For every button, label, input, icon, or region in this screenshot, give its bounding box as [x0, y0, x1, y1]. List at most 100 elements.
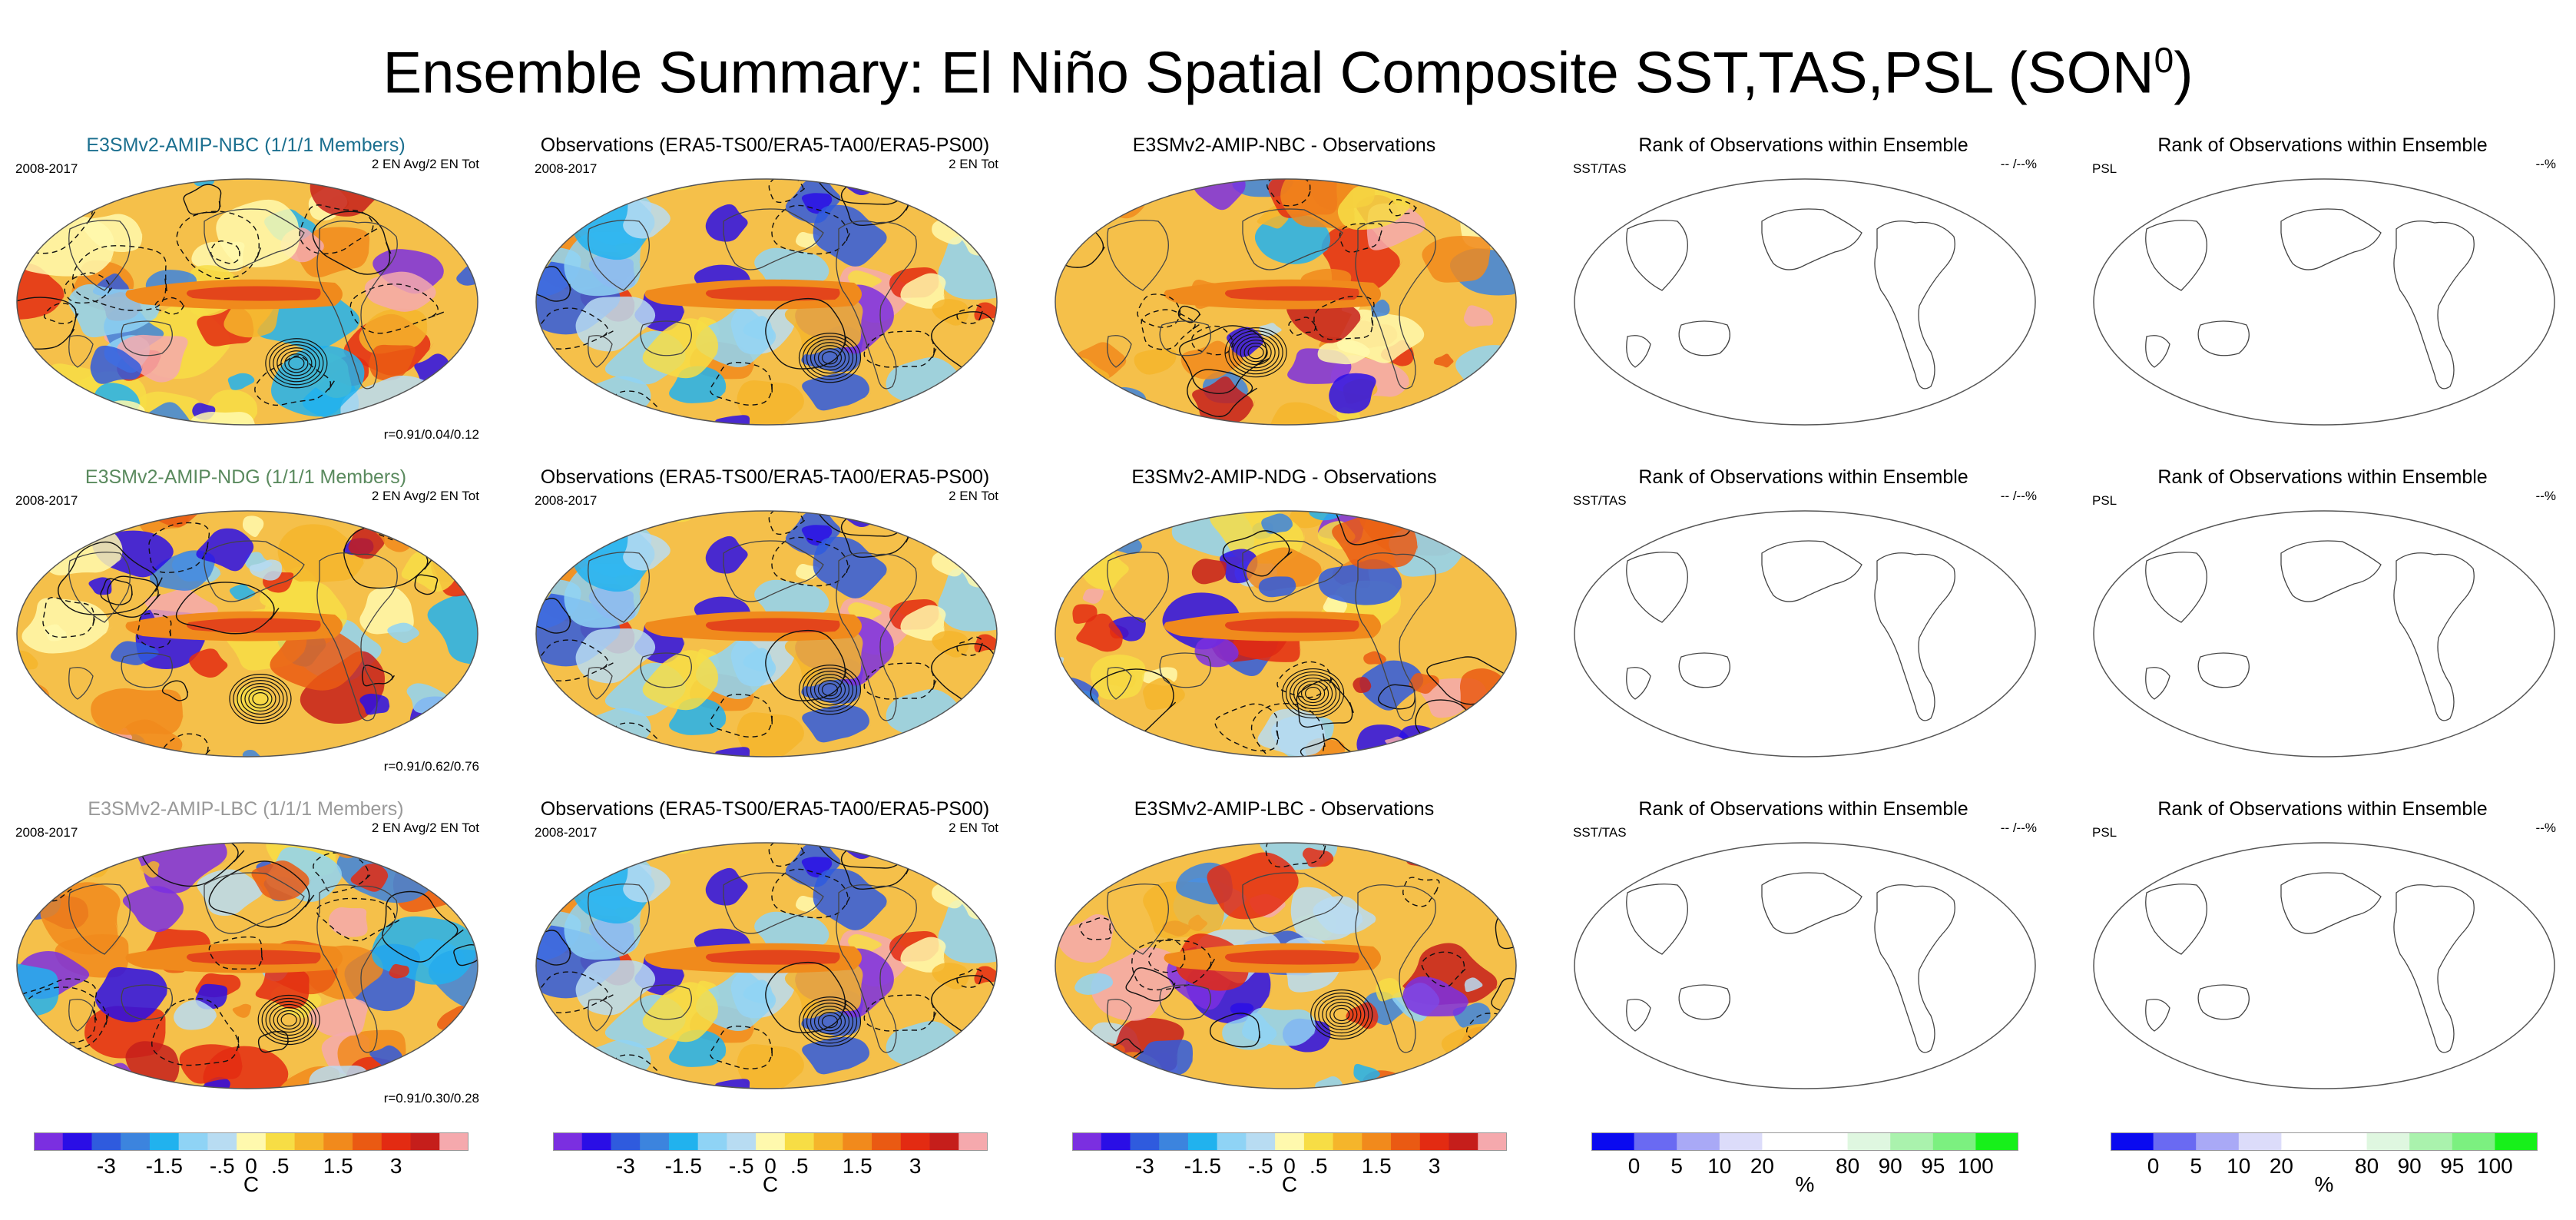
variable-label: SST/TAS [1573, 493, 1627, 508]
panel-model-ndg: E3SMv2-AMIP-NDG (1/1/1 Members) 2008-201… [0, 466, 492, 788]
period-label: 2008-2017 [15, 493, 78, 508]
colorbar-bin [900, 1132, 931, 1151]
colorbar-bin [2409, 1132, 2453, 1151]
panel-rank-psl-3: Rank of Observations within Ensemble PSL… [2077, 797, 2568, 1120]
colorbar-bin [2324, 1132, 2368, 1151]
colorbar-bin [1275, 1132, 1305, 1151]
colorbar-bin [2111, 1132, 2154, 1151]
panel-title: E3SMv2-AMIP-NBC - Observations [1132, 134, 1436, 156]
colorbar-bin [178, 1132, 208, 1151]
temperature-colorbar-3: -3 -1.5 -.5 0 .5 1.5 3 C [1072, 1132, 1507, 1196]
ensemble-label: 2 EN Tot [949, 157, 998, 171]
panel-diff-lbc: E3SMv2-AMIP-LBC - Observations [1038, 797, 1530, 1120]
composite-map [12, 507, 482, 764]
difference-map [1051, 507, 1521, 764]
period-label: 2008-2017 [15, 825, 78, 840]
colorbar-bin [2196, 1132, 2240, 1151]
colorbar-tick-label: 1.5 [842, 1154, 872, 1178]
ensemble-label: 2 EN Tot [949, 821, 998, 835]
panel-title: E3SMv2-AMIP-NDG (1/1/1 Members) [84, 466, 407, 488]
temperature-colorbar-2: -3 -1.5 -.5 0 .5 1.5 3 C [553, 1132, 988, 1196]
colorbar-tick-label: -1.5 [145, 1154, 183, 1178]
colorbar-bin [381, 1132, 412, 1151]
rank-map [1570, 175, 2040, 433]
colorbar-bin [1677, 1132, 1720, 1151]
colorbar-tick-label: -3 [1134, 1154, 1154, 1178]
panel-title: Observations (ERA5-TS00/ERA5-TA00/ERA5-P… [540, 466, 990, 488]
colorbar-bin [1449, 1132, 1478, 1151]
period-label: 2008-2017 [535, 161, 598, 176]
colorbar-bin [62, 1132, 92, 1151]
difference-map [1051, 839, 1521, 1096]
composite-map [531, 507, 1002, 764]
variable-label: SST/TAS [1573, 825, 1627, 840]
colorbar-tick-label: 0 [764, 1154, 776, 1178]
colorbar-unit: % [1795, 1172, 1815, 1196]
colorbar-unit: C [762, 1172, 779, 1196]
colorbar-tick-label: .5 [271, 1154, 290, 1178]
colorbar-bin [1932, 1132, 1976, 1151]
colorbar-tick-label: 95 [2440, 1154, 2465, 1178]
colorbar-tick-label: 1.5 [323, 1154, 353, 1178]
panel-title: Observations (ERA5-TS00/ERA5-TA00/ERA5-P… [540, 798, 990, 820]
rank-percent-label: -- /--% [2000, 489, 2037, 503]
colorbar-tick-label: 0 [2147, 1154, 2160, 1178]
panel-title: Rank of Observations within Ensemble [2157, 466, 2488, 488]
colorbar-bin [1246, 1132, 1276, 1151]
correlation-label: r=0.91/0.04/0.12 [383, 427, 479, 442]
rank-percent-label: --% [2535, 489, 2556, 503]
colorbar-bin [1159, 1132, 1189, 1151]
colorbar-bin [1719, 1132, 1763, 1151]
colorbar-tick-label: 5 [1670, 1154, 1683, 1178]
colorbar-tick-label: -1.5 [664, 1154, 702, 1178]
colorbar-bin [2495, 1132, 2538, 1151]
colorbar-bin [1419, 1132, 1450, 1151]
variable-label: SST/TAS [1573, 161, 1627, 176]
colorbar-tick-label: 5 [2190, 1154, 2202, 1178]
colorbar-tick-label: .5 [1310, 1154, 1328, 1178]
colorbar-tick-label: -1.5 [1184, 1154, 1221, 1178]
colorbar-bin [2153, 1132, 2197, 1151]
colorbar-bin [1130, 1132, 1160, 1151]
colorbar-bin [727, 1132, 757, 1151]
colorbar-tick-label: 0 [1627, 1154, 1641, 1178]
variable-label: PSL [2092, 825, 2117, 840]
colorbar-bin [813, 1132, 843, 1151]
colorbar-bin [1333, 1132, 1362, 1151]
colorbar-tick-label: 10 [1707, 1154, 1732, 1178]
panel-rank-psl-2: Rank of Observations within Ensemble PSL… [2077, 466, 2568, 788]
panel-diff-nbc: E3SMv2-AMIP-NBC - Observations [1038, 134, 1530, 456]
rank-percent-label: --% [2535, 157, 2556, 171]
colorbar-tick-label: .5 [790, 1154, 809, 1178]
colorbar-bin [1890, 1132, 1934, 1151]
colorbar-bin [2366, 1132, 2410, 1151]
colorbar-tick-label: -.5 [209, 1154, 235, 1178]
colorbar-bin [1101, 1132, 1131, 1151]
figure-title-text: Ensemble Summary: El Niño Spatial Compos… [382, 40, 2154, 106]
colorbar-bin [756, 1132, 786, 1151]
panel-obs-1: Observations (ERA5-TS00/ERA5-TA00/ERA5-P… [519, 134, 1011, 456]
rank-colorbar-1: 0 5 10 20 80 90 95 100% [1591, 1132, 2018, 1196]
colorbar-tick-label: 100 [1958, 1154, 1994, 1178]
panel-title: E3SMv2-AMIP-NDG - Observations [1131, 466, 1437, 488]
colorbar-bin [1391, 1132, 1421, 1151]
ensemble-label: 2 EN Tot [949, 489, 998, 503]
colorbar-bin [34, 1132, 64, 1151]
colorbar-bin [581, 1132, 611, 1151]
colorbar-bin [929, 1132, 959, 1151]
colorbar-tick-label: 3 [1428, 1154, 1441, 1178]
rank-colorbar-2: 0 5 10 20 80 90 95 100% [2111, 1132, 2538, 1196]
rank-map [1570, 507, 2040, 764]
rank-map [2089, 507, 2559, 764]
colorbar-bin [2281, 1132, 2325, 1151]
colorbar-bin [439, 1132, 469, 1151]
colorbar-bin [611, 1132, 641, 1151]
colorbar-tick-label: -.5 [728, 1154, 754, 1178]
colorbar-bin [872, 1132, 902, 1151]
panel-title: Observations (ERA5-TS00/ERA5-TA00/ERA5-P… [540, 134, 990, 156]
panel-title: E3SMv2-AMIP-NBC (1/1/1 Members) [86, 134, 406, 156]
colorbar-bin [1362, 1132, 1392, 1151]
colorbar-bin [668, 1132, 699, 1151]
correlation-label: r=0.91/0.30/0.28 [383, 1091, 479, 1106]
rank-map [1570, 839, 2040, 1096]
